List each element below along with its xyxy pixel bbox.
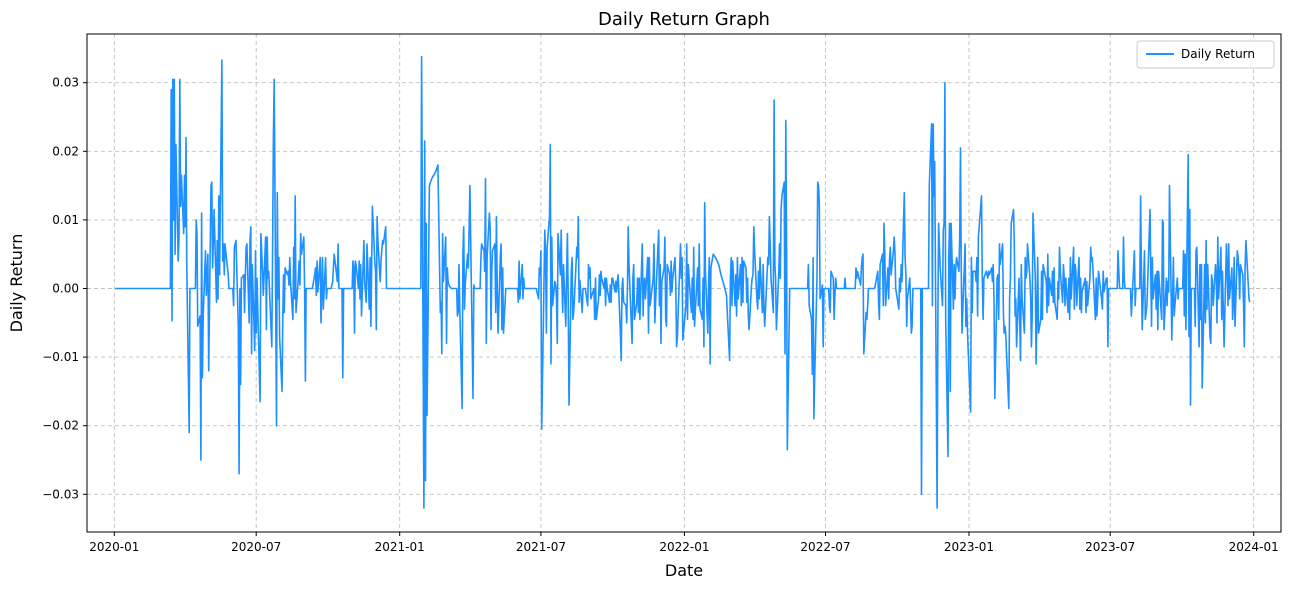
y-tick-label: −0.03 xyxy=(42,487,79,501)
x-tick-label: 2022-07 xyxy=(800,540,850,554)
x-tick-label: 2020-01 xyxy=(89,540,139,554)
y-tick-label: 0.02 xyxy=(52,144,79,158)
x-tick-label: 2021-01 xyxy=(375,540,425,554)
x-tick-label: 2023-07 xyxy=(1085,540,1135,554)
x-tick-label: 2020-07 xyxy=(231,540,281,554)
x-axis-label: Date xyxy=(665,561,703,580)
y-axis: −0.03 −0.02 −0.01 0.00 0.01 0.02 0.03 xyxy=(42,76,87,501)
x-tick-label: 2023-01 xyxy=(944,540,994,554)
y-tick-label: 0.01 xyxy=(52,213,79,227)
y-tick-label: −0.02 xyxy=(42,419,79,433)
legend-box xyxy=(1136,40,1275,69)
x-tick-label: 2024-01 xyxy=(1229,540,1279,554)
legend-label-daily-return: Daily Return xyxy=(1181,47,1255,61)
legend: Daily Return xyxy=(1136,40,1275,69)
x-tick-label: 2022-01 xyxy=(659,540,709,554)
series-layer xyxy=(115,55,1251,509)
y-tick-label: 0.03 xyxy=(52,76,79,90)
chart-title: Daily Return Graph xyxy=(598,9,770,30)
series-line-daily-return xyxy=(115,55,1251,509)
y-tick-label: −0.01 xyxy=(42,350,79,364)
y-axis-label: Daily Return xyxy=(7,234,26,333)
x-axis: 2020-01 2020-07 2021-01 2021-07 2022-01 2022-… xyxy=(89,532,1279,554)
x-tick-label: 2021-07 xyxy=(516,540,566,554)
y-tick-label: 0.00 xyxy=(52,282,79,296)
